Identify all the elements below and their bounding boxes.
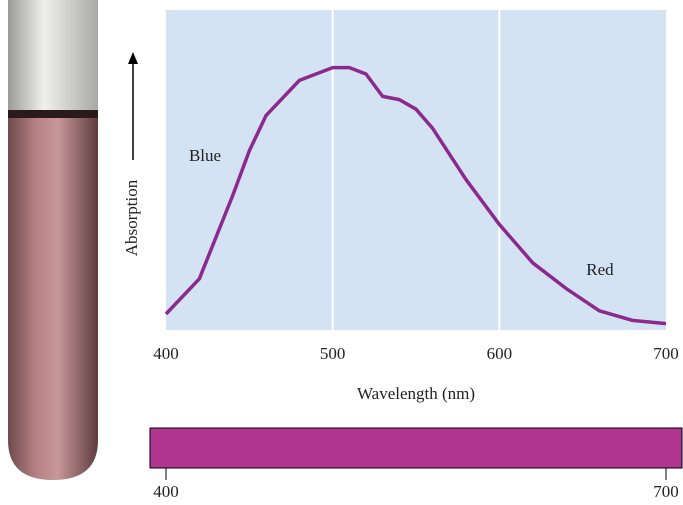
x-tick-label: 700 — [653, 344, 679, 363]
annotation: Blue — [189, 146, 221, 165]
y-axis-label: Absorption — [122, 179, 141, 256]
test-tube — [8, 0, 98, 480]
x-tick-label: 600 — [487, 344, 513, 363]
x-tick-label: 500 — [320, 344, 346, 363]
annotation: Red — [586, 260, 614, 279]
plot-background — [166, 10, 666, 330]
x-axis-label: Wavelength (nm) — [357, 384, 475, 403]
x-tick-label: 400 — [153, 344, 179, 363]
y-arrow-head — [128, 52, 138, 64]
curve — [164, 65, 667, 326]
color-bar-tick-label: 700 — [653, 482, 679, 501]
color-bar-tick-label: 400 — [153, 482, 179, 501]
plot — [164, 10, 667, 330]
color-bar — [149, 427, 683, 469]
